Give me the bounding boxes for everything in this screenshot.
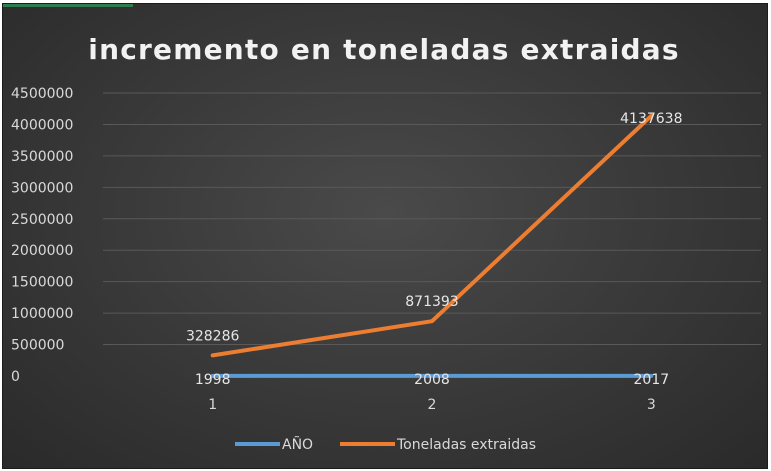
- y-tick-label: 1000000: [11, 306, 73, 322]
- data-label: 2008: [414, 372, 450, 388]
- y-tick-label: 500000: [11, 338, 64, 354]
- y-tick-label: 2000000: [11, 243, 73, 259]
- chart-area: incremento en toneladas extraidas 0 50000…: [2, 3, 768, 469]
- data-label: 2017: [634, 372, 670, 388]
- data-labels: 1998 2008 2017 328286 871393 4137638: [186, 111, 683, 388]
- y-tick-label: 4000000: [11, 117, 73, 133]
- y-tick-label: 2500000: [11, 212, 73, 228]
- data-label: 328286: [186, 328, 240, 344]
- y-tick-label: 3000000: [11, 180, 73, 196]
- y-tick-label: 4500000: [11, 86, 73, 102]
- legend: AÑO Toneladas extraidas: [235, 436, 536, 453]
- y-axis-ticks: 0 500000 1000000 1500000 2000000 2500000 30000…: [11, 86, 73, 385]
- data-label: 871393: [405, 294, 458, 310]
- data-label: 4137638: [620, 111, 682, 127]
- series-lines: [210, 113, 654, 378]
- x-tick-label: 1: [208, 397, 217, 413]
- series-line-1: [210, 113, 654, 358]
- y-tick-label: 3500000: [11, 149, 73, 165]
- x-tick-label: 3: [647, 397, 656, 413]
- chart-title: incremento en toneladas extraidas: [88, 33, 679, 66]
- x-tick-label: 2: [428, 397, 437, 413]
- y-tick-label: 0: [11, 369, 20, 385]
- legend-label: AÑO: [282, 436, 313, 453]
- legend-label: Toneladas extraidas: [396, 437, 536, 453]
- line-chart: incremento en toneladas extraidas 0 50000…: [11, 33, 761, 453]
- y-tick-label: 1500000: [11, 275, 73, 291]
- data-label: 1998: [195, 372, 231, 388]
- x-axis-ticks: 1 2 3: [208, 397, 656, 413]
- top-accent-bar: [3, 4, 133, 7]
- gridlines: [103, 92, 761, 346]
